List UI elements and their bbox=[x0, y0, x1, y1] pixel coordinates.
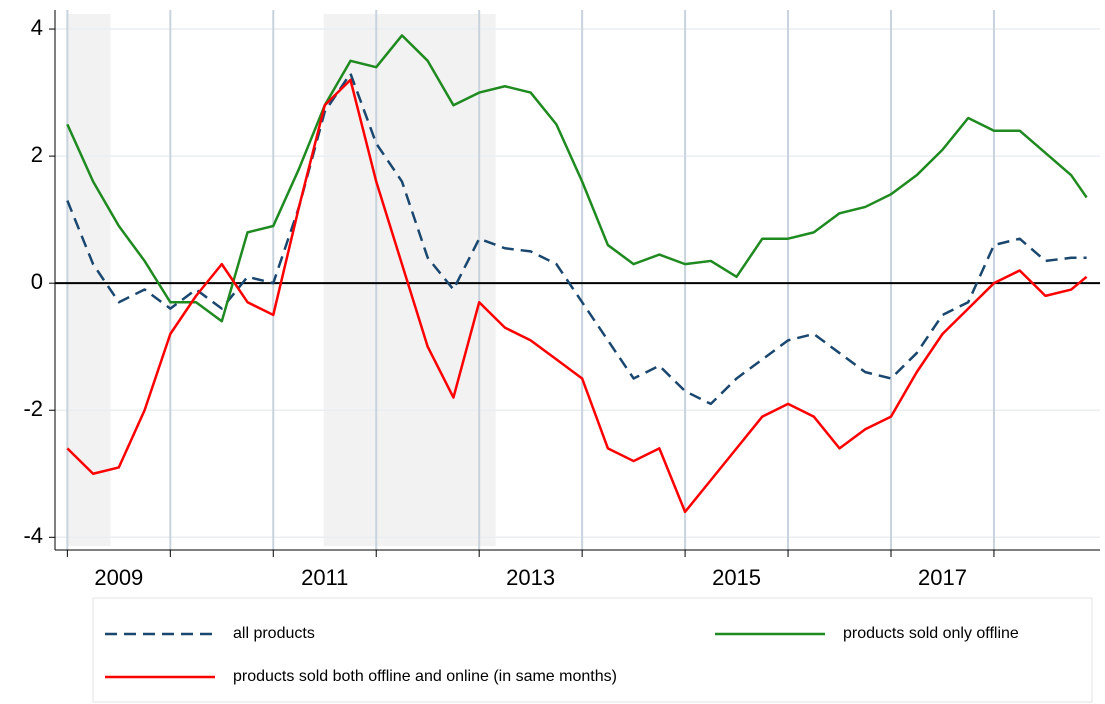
x-tick-label: 2015 bbox=[712, 565, 761, 590]
legend-label: all products bbox=[233, 625, 315, 642]
y-tick-label: -2 bbox=[23, 396, 43, 421]
x-tick-label: 2017 bbox=[918, 565, 967, 590]
legend-box bbox=[92, 597, 1093, 703]
y-tick-label: 2 bbox=[31, 142, 43, 167]
legend-label: products sold both offline and online (i… bbox=[233, 668, 617, 685]
legend-label: products sold only offline bbox=[843, 625, 1019, 642]
series-line bbox=[66, 34, 1088, 323]
y-tick-label: 4 bbox=[31, 15, 43, 40]
series-line bbox=[66, 78, 1088, 514]
x-tick-label: 2009 bbox=[94, 565, 143, 590]
x-tick-label: 2013 bbox=[506, 565, 555, 590]
y-tick-label: 0 bbox=[31, 269, 43, 294]
y-tick-label: -4 bbox=[23, 523, 43, 548]
shaded-period bbox=[323, 14, 496, 546]
series-line bbox=[66, 72, 1087, 406]
x-tick-label: 2011 bbox=[301, 565, 348, 590]
